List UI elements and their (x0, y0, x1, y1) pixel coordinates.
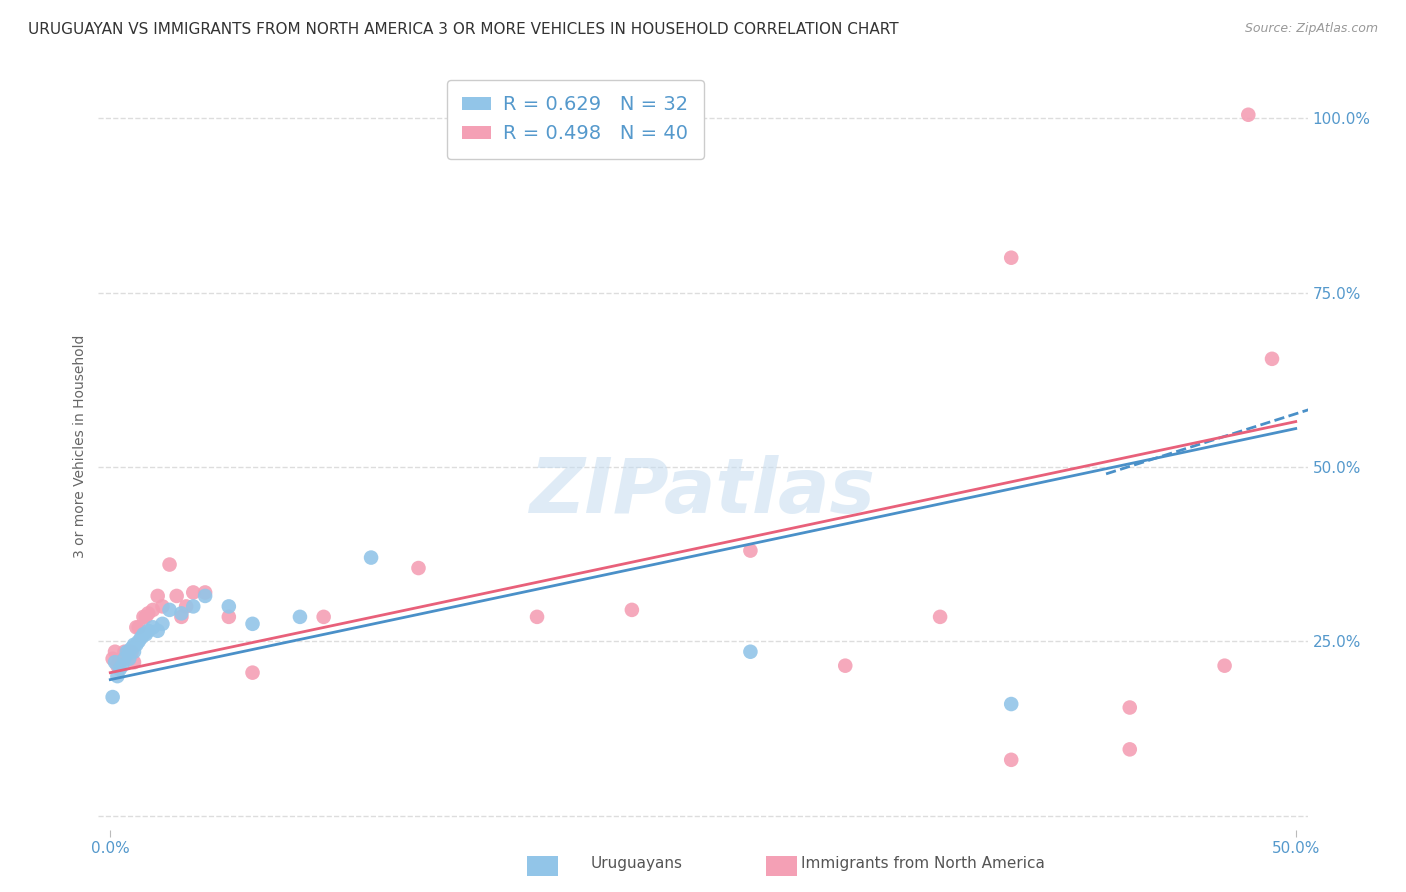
Point (111, 651, 134, 665)
Text: Immigrants from North America: Immigrants from North America (801, 856, 1045, 871)
Point (105, 669, 128, 683)
Point (121, 645, 143, 659)
Point (1237, 108, 1260, 122)
Point (740, 543, 762, 558)
Point (132, 627, 155, 641)
Point (121, 641, 143, 656)
Point (159, 558, 181, 572)
Point (135, 610, 157, 624)
Point (1000, 697, 1022, 711)
Point (312, 610, 335, 624)
Point (288, 610, 311, 624)
Point (105, 658, 128, 673)
Point (118, 651, 141, 665)
Point (1119, 742, 1142, 756)
Point (115, 648, 138, 663)
Point (1213, 658, 1236, 673)
Point (122, 638, 145, 652)
Point (101, 651, 124, 665)
Point (360, 550, 382, 565)
Point (218, 599, 240, 614)
Point (834, 658, 856, 673)
Text: Source: ZipAtlas.com: Source: ZipAtlas.com (1244, 22, 1378, 36)
Point (218, 610, 240, 624)
Point (242, 616, 264, 631)
Point (159, 603, 181, 617)
Point (122, 655, 145, 669)
Point (136, 607, 159, 621)
Point (620, 603, 643, 617)
Point (146, 589, 169, 603)
Point (929, 610, 952, 624)
Point (114, 645, 136, 659)
Point (118, 645, 141, 659)
Point (1119, 700, 1142, 714)
Point (740, 645, 762, 659)
Point (125, 620, 148, 634)
Point (1261, 351, 1284, 366)
Point (181, 585, 204, 599)
Text: URUGUAYAN VS IMMIGRANTS FROM NORTH AMERICA 3 OR MORE VEHICLES IN HOUSEHOLD CORRE: URUGUAYAN VS IMMIGRANTS FROM NORTH AMERI… (28, 22, 898, 37)
Point (526, 610, 548, 624)
Point (128, 634, 150, 648)
Point (170, 607, 193, 621)
Point (104, 655, 127, 669)
Point (115, 645, 138, 659)
Point (108, 662, 131, 676)
Y-axis label: 3 or more Vehicles in Household: 3 or more Vehicles in Household (73, 334, 87, 558)
Text: ZIPatlas: ZIPatlas (530, 455, 876, 529)
Point (408, 561, 430, 575)
Point (122, 645, 145, 659)
Point (135, 627, 157, 641)
Point (128, 620, 150, 634)
Point (142, 620, 165, 634)
Point (114, 651, 136, 665)
Point (101, 690, 124, 704)
Point (174, 599, 197, 614)
Point (170, 610, 193, 624)
Point (194, 585, 217, 599)
Point (136, 624, 159, 638)
Point (129, 631, 152, 645)
Point (152, 616, 174, 631)
Point (194, 589, 217, 603)
Point (132, 610, 155, 624)
Point (1000, 251, 1022, 265)
Point (181, 599, 204, 614)
Point (111, 658, 134, 673)
Point (108, 655, 131, 669)
Point (125, 638, 148, 652)
Point (118, 645, 141, 659)
Point (1000, 753, 1022, 767)
Point (166, 589, 188, 603)
Text: Uruguayans: Uruguayans (591, 856, 682, 871)
Point (142, 603, 165, 617)
Point (146, 624, 169, 638)
Point (242, 665, 264, 680)
Point (152, 599, 174, 614)
Point (104, 645, 127, 659)
Legend: R = 0.629   N = 32, R = 0.498   N = 40: R = 0.629 N = 32, R = 0.498 N = 40 (447, 79, 704, 159)
